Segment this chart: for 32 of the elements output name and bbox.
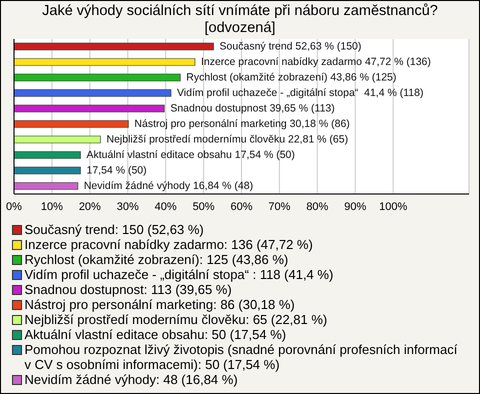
data-label: Aktuální vlastní editace obsahu 17,54 % (50) (86, 149, 295, 161)
data-label: Rychlost (okamžité zobrazení) 43,86 % (125) (186, 72, 396, 84)
x-tick-label: 0% (6, 200, 22, 213)
legend-label: Pomohou rozpoznat lživý životopis (snadné porovnání profesních informací v CV s osobními informacemi): 50 (17,54 %) (24, 342, 458, 372)
legend-label: Nástroj pro personální marketing: 86 (30,18 %) (24, 297, 296, 312)
legend-label: Snadnou dostupnost: 113 (39,65 %) (24, 282, 233, 297)
x-tick-label: 70% (268, 200, 291, 213)
chart-title: Jaké výhody sociálních sítí vnímáte při náboru zaměstnanců? [odvozená] (41, 3, 439, 37)
x-tick-label: 90% (344, 200, 366, 213)
data-label: Inzerce pracovní nabídky zadarmo 47,72 % (136) (200, 56, 431, 68)
x-tick-label: 100% (379, 200, 408, 213)
legend-label: Rychlost (okamžité zobrazení): 125 (43,86 %) (24, 252, 290, 267)
data-label: Nástroj pro personální marketing 30,18 % (86) (134, 118, 350, 130)
data-label: Vidím profil uchazeče - „digitální stopa“ 41,4 % (118) (176, 87, 424, 99)
x-tick-label: 60% (230, 200, 253, 213)
legend-label: Současný trend: 150 (52,63 %) (24, 222, 205, 237)
legend-label: Inzerce pracovní nabídky zadarmo: 136 (47,72 %) (24, 237, 314, 252)
x-tick-label: 40% (154, 200, 177, 213)
x-tick-label: 50% (192, 200, 215, 213)
data-label: Současný trend 52,63 % (150) (220, 40, 362, 52)
x-tick-label: 30% (116, 200, 139, 213)
legend-label: Aktuální vlastní editace obsahu: 50 (17,54 %) (24, 327, 288, 342)
x-tick-label: 20% (78, 200, 102, 213)
x-tick-label: 10% (40, 200, 64, 213)
legend-label: Vidím profil uchazeče - „digitální stopa“ : 118 (41,4 %) (24, 267, 334, 282)
data-label: Nejbližší prostředí modernímu člověku 22,81 % (65) (106, 134, 348, 146)
data-label: 17,54 % (50) (86, 164, 147, 176)
data-label: Snadnou dostupnost 39,65 % (113) (170, 102, 335, 114)
legend-label: Nevidím žádné výhody: 48 (16,84 %) (24, 372, 239, 387)
legend-label: Nejbližší prostředí modernímu člověku: 65 (22,81 %) (24, 312, 328, 327)
data-label: Nevidím žádné výhody 16,84 % (48) (84, 180, 254, 192)
x-tick-label: 80% (306, 200, 329, 213)
